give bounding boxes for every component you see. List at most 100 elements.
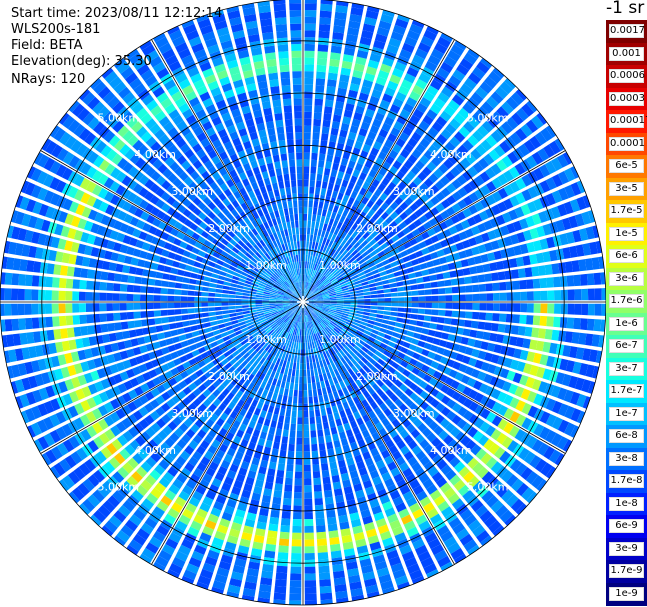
range-gate-cell bbox=[295, 314, 299, 322]
range-gate-cell bbox=[259, 231, 266, 240]
range-gate-cell bbox=[203, 356, 212, 365]
range-gate-cell bbox=[556, 436, 569, 450]
range-gate-cell bbox=[311, 450, 319, 458]
range-gate-cell bbox=[519, 218, 529, 230]
range-gate-cell bbox=[289, 299, 297, 301]
range-gate-cell bbox=[389, 519, 402, 530]
range-gate-cell bbox=[92, 422, 103, 434]
range-gate-cell bbox=[336, 142, 345, 151]
range-gate-cell bbox=[20, 410, 30, 424]
range-gate-cell bbox=[288, 443, 295, 452]
range-gate-cell bbox=[477, 244, 487, 254]
range-gate-cell bbox=[330, 169, 338, 178]
range-gate-cell bbox=[376, 285, 384, 290]
range-gate-cell bbox=[165, 538, 179, 550]
range-gate-cell bbox=[412, 244, 421, 252]
range-gate-cell bbox=[409, 319, 417, 326]
range-gate-cell bbox=[168, 316, 176, 323]
range-gate-cell bbox=[276, 307, 284, 311]
range-gate-cell bbox=[393, 473, 404, 483]
range-gate-cell bbox=[331, 241, 337, 249]
range-gate-cell bbox=[469, 266, 478, 275]
range-gate-cell bbox=[316, 304, 324, 307]
range-gate-cell bbox=[269, 302, 276, 304]
range-gate-cell bbox=[133, 285, 141, 293]
range-gate-cell bbox=[230, 336, 239, 343]
range-gate-cell bbox=[229, 184, 238, 194]
range-gate-cell bbox=[304, 71, 314, 79]
range-gate-cell bbox=[161, 249, 170, 258]
range-gate-cell bbox=[291, 305, 298, 310]
range-gate-cell bbox=[79, 414, 91, 427]
range-gate-cell bbox=[341, 328, 349, 334]
range-gate-cell bbox=[369, 265, 378, 272]
range-gate-cell bbox=[248, 561, 260, 570]
range-gate-cell bbox=[376, 216, 385, 225]
range-gate-cell bbox=[554, 138, 565, 151]
range-gate-cell bbox=[43, 400, 55, 414]
range-gate-cell bbox=[318, 346, 323, 354]
range-gate-cell bbox=[228, 290, 236, 295]
range-gate-cell bbox=[379, 494, 391, 505]
range-gate-cell bbox=[319, 146, 327, 155]
range-gate-cell bbox=[463, 52, 478, 65]
range-gate-cell bbox=[276, 365, 282, 373]
range-gate-cell bbox=[231, 279, 239, 284]
range-gate-cell bbox=[194, 308, 202, 313]
range-gate-cell bbox=[272, 313, 279, 318]
range-gate-cell bbox=[403, 520, 416, 531]
range-gate-cell bbox=[215, 350, 223, 357]
range-gate-cell bbox=[204, 271, 213, 277]
range-gate-cell bbox=[253, 277, 261, 283]
range-gate-cell bbox=[357, 305, 364, 308]
range-gate-cell bbox=[386, 44, 399, 55]
range-gate-cell bbox=[215, 417, 225, 427]
range-gate-cell bbox=[317, 429, 324, 437]
range-gate-cell bbox=[394, 61, 407, 72]
range-gate-cell bbox=[337, 229, 344, 238]
range-gate-cell bbox=[378, 167, 388, 177]
range-gate-cell bbox=[402, 280, 411, 286]
range-gate-cell bbox=[350, 420, 358, 429]
range-gate-cell bbox=[220, 266, 229, 273]
range-gate-cell bbox=[250, 246, 258, 254]
range-gate-cell bbox=[465, 439, 477, 451]
range-gate-cell bbox=[146, 214, 156, 224]
range-gate-cell bbox=[127, 192, 138, 203]
range-gate-cell bbox=[364, 190, 373, 200]
range-gate-cell bbox=[24, 408, 36, 422]
range-gate-cell bbox=[441, 199, 451, 209]
range-gate-cell bbox=[304, 308, 306, 316]
range-gate-cell bbox=[185, 244, 194, 252]
range-gate-cell bbox=[397, 244, 406, 253]
range-gate-cell bbox=[188, 456, 199, 467]
range-gate-cell bbox=[440, 32, 453, 43]
range-gate-cell bbox=[331, 405, 338, 414]
range-gate-cell bbox=[484, 273, 492, 282]
range-gate-cell bbox=[36, 171, 49, 185]
range-gate-cell bbox=[595, 350, 602, 364]
range-gate-cell bbox=[287, 450, 295, 458]
range-gate-cell bbox=[426, 336, 434, 344]
range-gate-cell bbox=[288, 278, 293, 285]
range-gate-cell bbox=[369, 124, 380, 134]
range-gate-cell bbox=[359, 324, 367, 330]
range-gate-cell bbox=[167, 85, 180, 97]
range-gate-cell bbox=[380, 220, 389, 229]
range-gate-cell bbox=[317, 315, 324, 322]
range-gate-cell bbox=[103, 177, 115, 189]
range-gate-cell bbox=[206, 234, 215, 243]
range-gate-cell bbox=[298, 342, 301, 350]
range-gate-cell bbox=[586, 318, 595, 331]
range-gate-cell bbox=[553, 276, 561, 288]
range-gate-cell bbox=[297, 356, 300, 363]
range-gate-cell bbox=[250, 329, 258, 335]
range-gate-cell bbox=[122, 430, 134, 442]
range-gate-cell bbox=[601, 288, 606, 301]
range-gate-cell bbox=[158, 459, 170, 471]
range-gate-cell bbox=[333, 316, 341, 321]
range-gate-cell bbox=[121, 111, 134, 124]
range-gate-cell bbox=[178, 171, 189, 182]
range-gate-cell bbox=[301, 308, 303, 316]
range-gate-cell bbox=[128, 204, 138, 215]
